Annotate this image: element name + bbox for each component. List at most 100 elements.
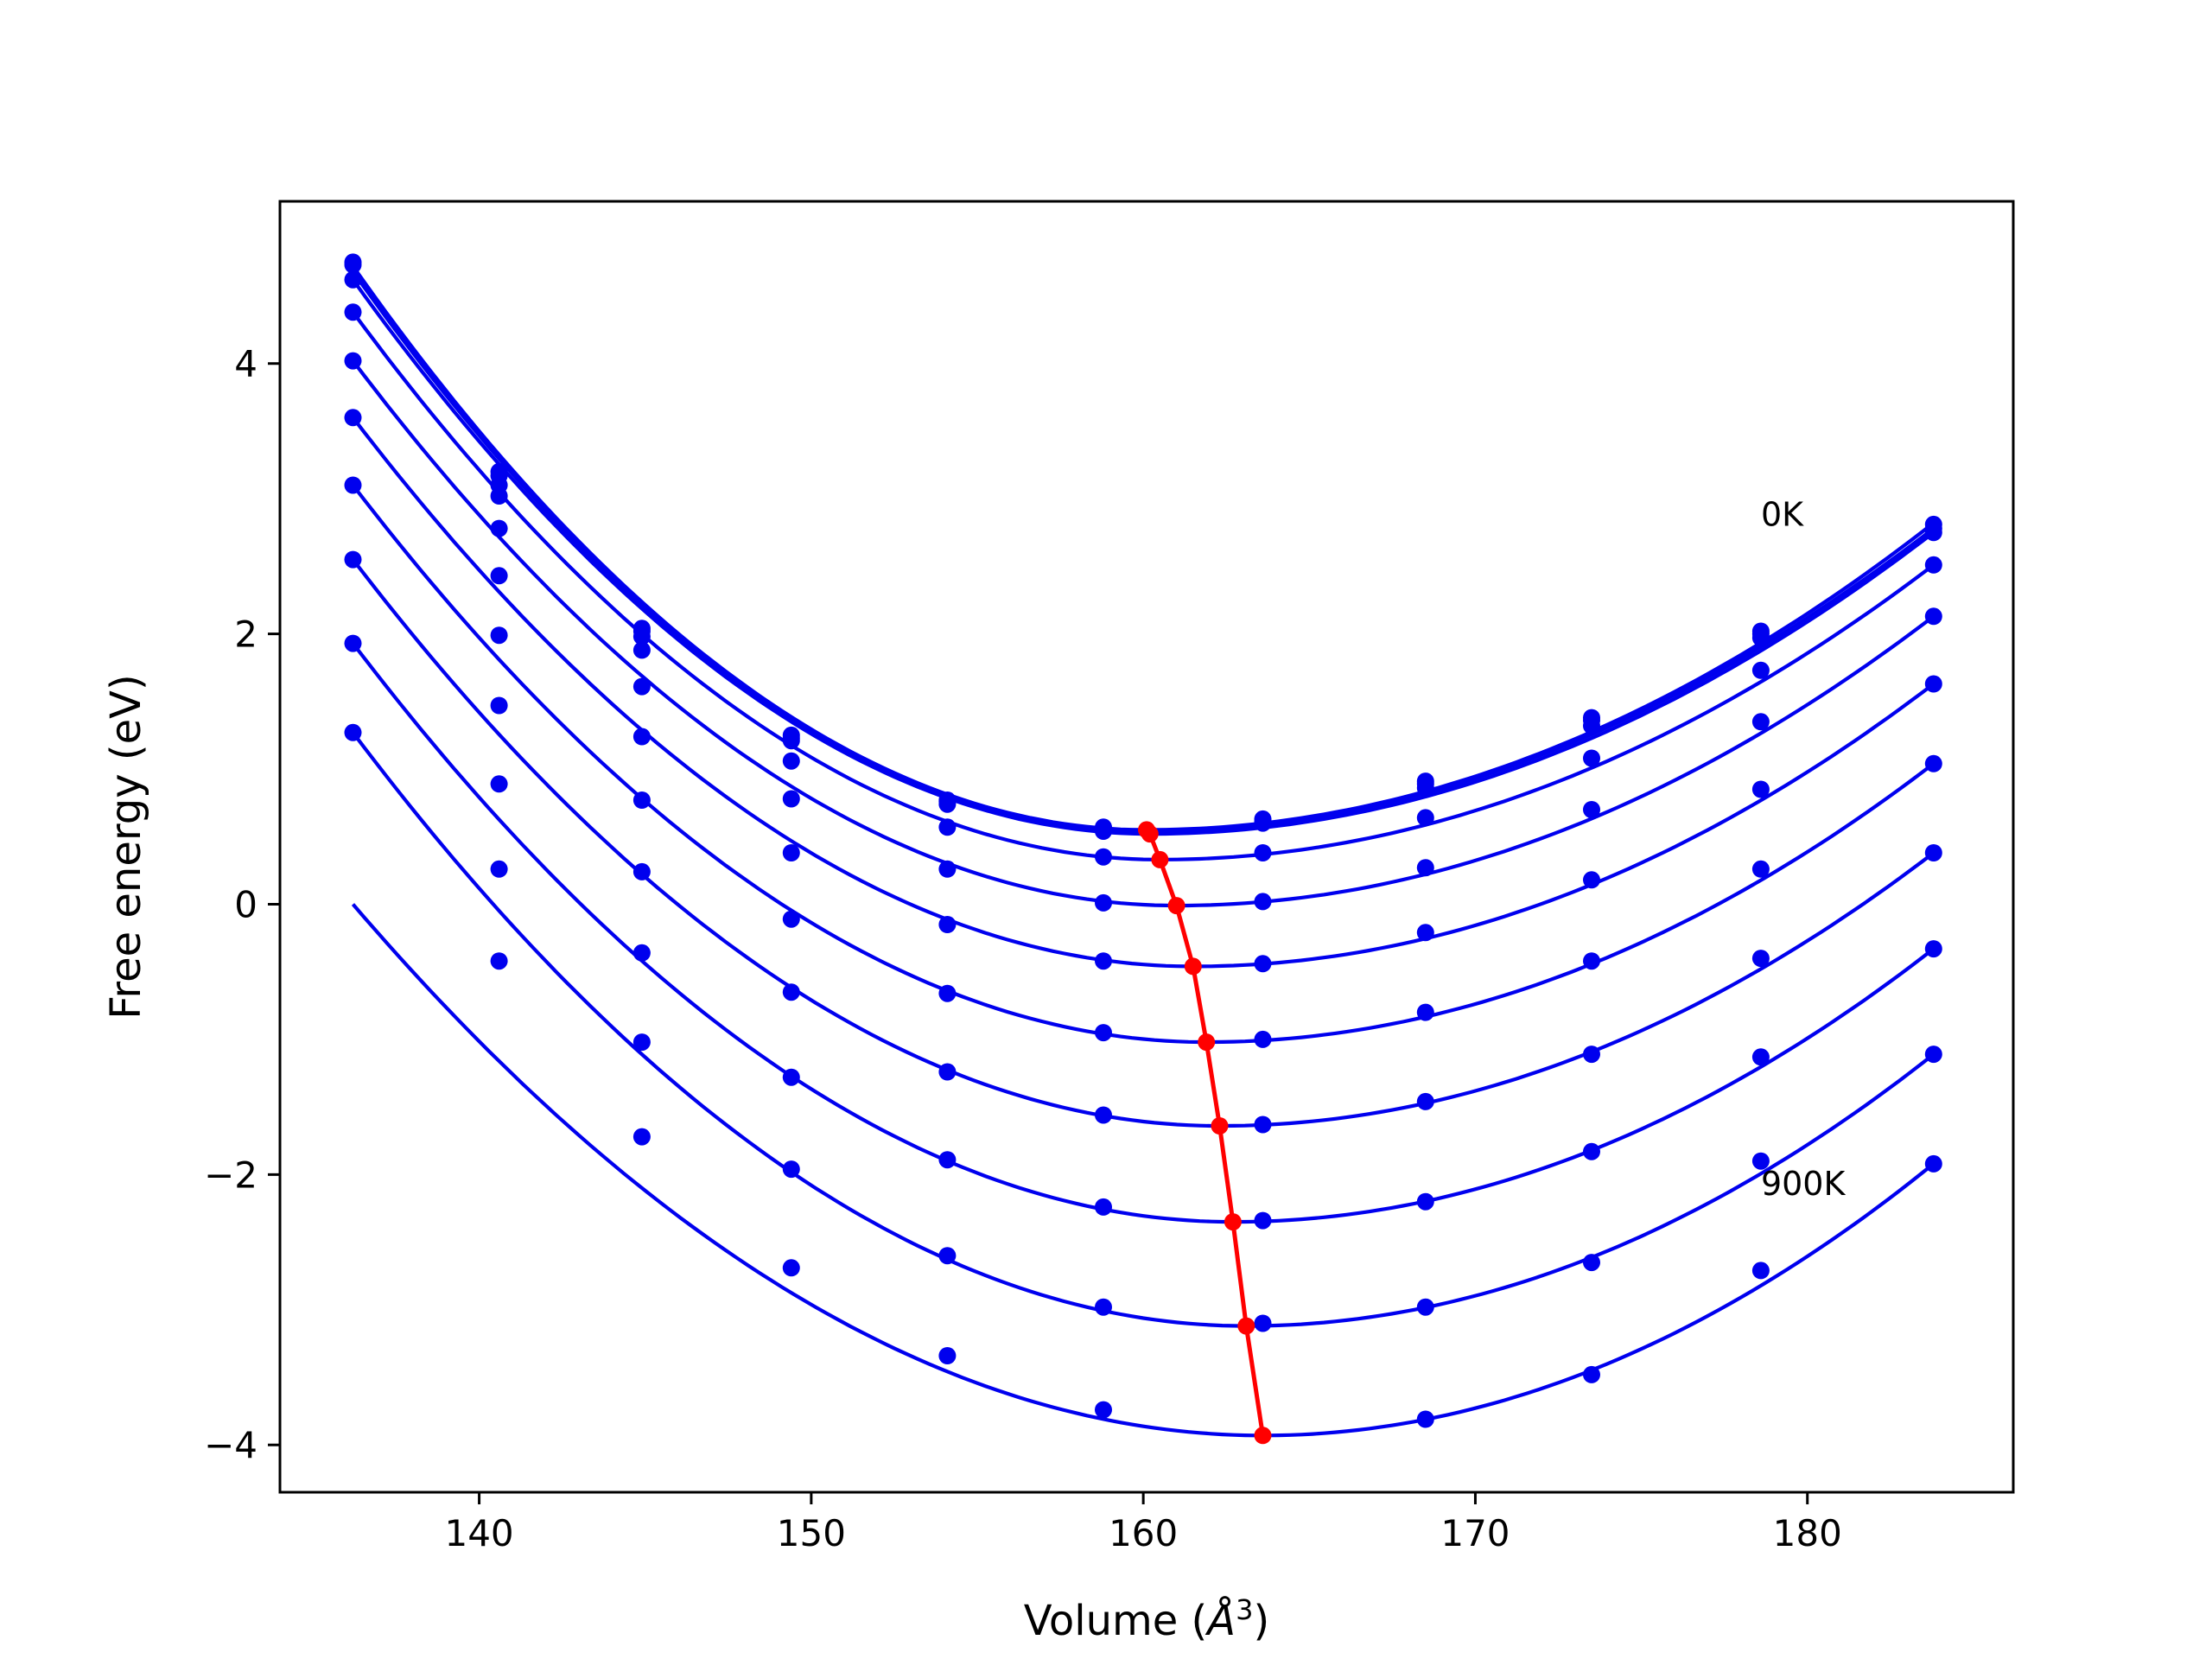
data-point-600K-8 (1583, 952, 1600, 970)
fit-curve-800K (351, 642, 1936, 1224)
minimum-point-2 (1151, 850, 1169, 868)
data-point-700K-9 (1751, 950, 1770, 968)
data-point-1000K-10 (1924, 1154, 1942, 1173)
data-point-200K-7 (1416, 779, 1434, 797)
data-point-700K-10 (1924, 844, 1942, 861)
plot-frame (278, 200, 2015, 1494)
data-point-700K-7 (1416, 1092, 1434, 1110)
fit-curve-900K (351, 731, 1936, 1328)
fit-curve-300K (351, 311, 1936, 861)
data-point-300K-2 (632, 641, 651, 659)
data-point-300K-8 (1583, 749, 1600, 767)
data-point-400K-3 (782, 790, 800, 808)
data-point-500K-6 (1254, 955, 1272, 973)
minimum-point-4 (1184, 957, 1202, 976)
data-point-500K-10 (1924, 675, 1942, 693)
data-point-900K-5 (1095, 1298, 1112, 1316)
data-point-600K-2 (632, 791, 651, 809)
data-point-300K-1 (490, 487, 508, 505)
y-tick-label: 2 (234, 613, 257, 656)
y-axis-label: Free energy (eV) (102, 674, 150, 1019)
data-point-900K-8 (1583, 1254, 1600, 1272)
data-point-800K-3 (782, 1068, 800, 1086)
data-point-300K-7 (1416, 809, 1434, 827)
data-point-500K-4 (938, 916, 957, 933)
minimum-point-7 (1224, 1213, 1242, 1231)
x-tick-label: 150 (777, 1512, 846, 1554)
data-point-1000K-7 (1416, 1410, 1434, 1428)
data-point-400K-10 (1924, 607, 1942, 626)
data-point-800K-9 (1751, 1048, 1770, 1066)
data-point-500K-5 (1095, 952, 1112, 970)
data-point-700K-0 (344, 550, 362, 569)
data-point-900K-4 (938, 1247, 957, 1265)
data-point-1000K-8 (1583, 1365, 1600, 1383)
data-point-300K-0 (344, 303, 362, 321)
data-point-300K-3 (782, 752, 800, 770)
data-point-400K-8 (1583, 801, 1600, 818)
minimum-point-1 (1141, 825, 1159, 843)
data-point-700K-1 (490, 696, 508, 715)
data-point-200K-0 (344, 270, 362, 289)
data-point-500K-7 (1416, 924, 1434, 942)
data-point-300K-6 (1254, 844, 1272, 861)
data-point-600K-6 (1254, 1030, 1272, 1048)
fit-curve-600K (351, 484, 1936, 1045)
fit-curve-400K (351, 359, 1936, 908)
data-point-200K-9 (1751, 629, 1770, 647)
data-point-500K-8 (1583, 871, 1600, 889)
data-point-900K-3 (782, 1160, 800, 1179)
data-point-800K-4 (938, 1151, 957, 1169)
data-point-300K-4 (938, 818, 957, 836)
data-point-800K-5 (1095, 1198, 1112, 1216)
x-tick-label: 160 (1109, 1512, 1178, 1554)
data-point-600K-7 (1416, 1003, 1434, 1021)
data-point-500K-2 (632, 728, 651, 746)
y-tick-label: 4 (234, 343, 257, 385)
x-tick-label: 170 (1440, 1512, 1510, 1554)
annotation-900K: 900K (1761, 1165, 1847, 1203)
data-point-1000K-2 (632, 1128, 651, 1146)
data-point-300K-5 (1095, 848, 1112, 866)
data-point-900K-10 (1924, 1046, 1942, 1064)
data-point-500K-9 (1751, 780, 1770, 798)
data-point-700K-2 (632, 862, 651, 880)
data-point-700K-3 (782, 983, 800, 1001)
annotation-0K: 0K (1761, 495, 1804, 533)
data-point-900K-2 (632, 1033, 651, 1052)
data-point-900K-9 (1751, 1152, 1770, 1170)
y-tick-label: −4 (204, 1424, 257, 1466)
x-tick-label: 180 (1773, 1512, 1842, 1554)
data-point-200K-3 (782, 732, 800, 750)
x-axis-label: Volume (Å3) (1024, 1593, 1269, 1645)
data-point-300K-9 (1751, 661, 1770, 679)
x-tick-label: 140 (444, 1512, 513, 1554)
data-point-900K-1 (490, 860, 508, 878)
minimum-point-5 (1198, 1033, 1216, 1052)
data-point-800K-2 (632, 944, 651, 962)
data-point-600K-3 (782, 910, 800, 928)
data-point-800K-10 (1924, 940, 1942, 958)
data-point-1000K-4 (938, 1347, 957, 1364)
data-point-200K-10 (1924, 524, 1942, 542)
minimum-point-6 (1211, 1117, 1229, 1135)
data-point-500K-1 (490, 567, 508, 585)
data-point-900K-0 (344, 723, 362, 741)
data-points-layer (344, 253, 1942, 1428)
data-point-900K-7 (1416, 1298, 1434, 1316)
minimum-point-8 (1237, 1317, 1255, 1335)
data-point-900K-6 (1254, 1314, 1272, 1332)
data-point-400K-2 (632, 677, 651, 696)
data-point-800K-8 (1583, 1142, 1600, 1160)
data-point-400K-5 (1095, 893, 1112, 912)
data-point-800K-0 (344, 634, 362, 652)
data-point-1000K-1 (490, 952, 508, 970)
minima-layer (1138, 821, 1272, 1445)
data-point-800K-1 (490, 775, 508, 793)
data-point-200K-8 (1583, 717, 1600, 734)
minima-line (1145, 828, 1265, 1436)
data-point-600K-9 (1751, 860, 1770, 878)
y-tick-label: 0 (234, 883, 257, 925)
data-point-300K-10 (1924, 556, 1942, 574)
